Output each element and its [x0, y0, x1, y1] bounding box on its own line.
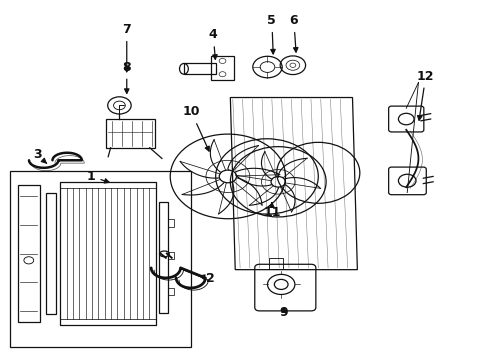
Bar [168, 252, 174, 259]
Text: 7: 7 [122, 23, 131, 72]
Bar [106, 119, 155, 148]
Bar [60, 182, 156, 325]
Text: 11: 11 [263, 203, 281, 219]
Bar [18, 185, 40, 321]
Bar [159, 202, 168, 313]
Text: 5: 5 [268, 14, 276, 54]
Bar [184, 63, 216, 74]
Bar [46, 193, 56, 315]
Text: 1: 1 [87, 170, 109, 183]
Bar [10, 171, 191, 347]
Text: 10: 10 [182, 105, 209, 151]
Text: 2: 2 [200, 272, 215, 285]
Text: 4: 4 [209, 28, 218, 59]
Text: 9: 9 [280, 306, 289, 319]
Bar [60, 182, 156, 188]
Text: 6: 6 [290, 14, 298, 52]
Bar [168, 220, 174, 226]
Bar [60, 319, 156, 325]
Bar [270, 258, 283, 269]
Bar [211, 56, 234, 80]
Text: 8: 8 [122, 60, 131, 93]
Text: 3: 3 [33, 148, 47, 163]
Text: 12: 12 [417, 69, 435, 120]
Bar [168, 288, 174, 295]
